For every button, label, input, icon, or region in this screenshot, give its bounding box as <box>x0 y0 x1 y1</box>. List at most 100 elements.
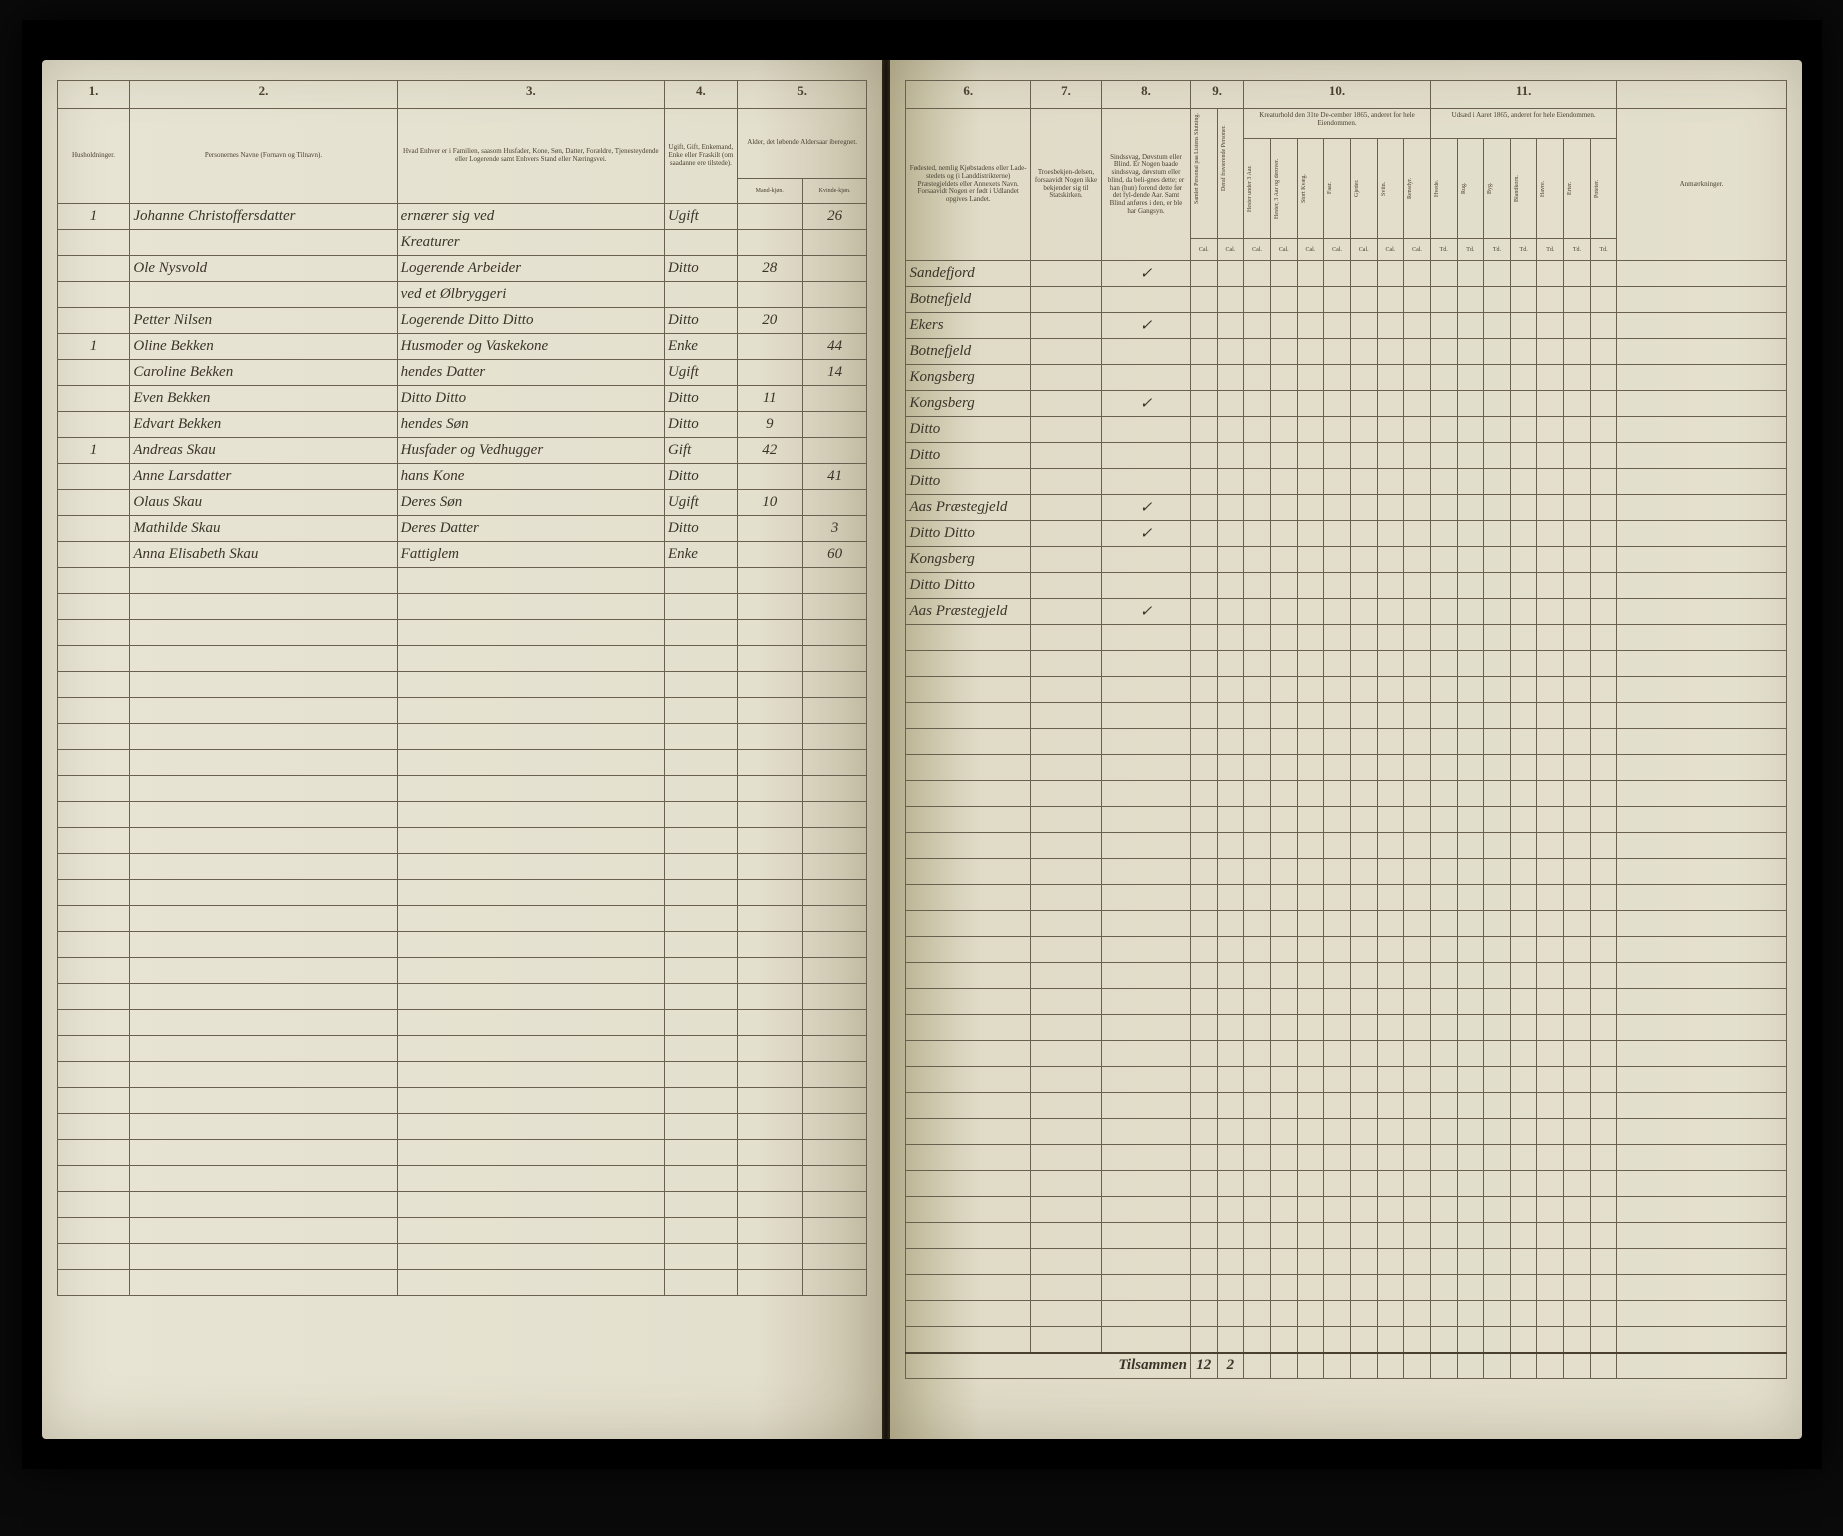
empty-row <box>906 755 1786 781</box>
cell-m <box>737 230 802 256</box>
empty-row <box>57 724 867 750</box>
cell <box>1102 417 1191 443</box>
cell <box>1030 599 1101 625</box>
livestock-seed-col: Gjeder. <box>1350 139 1377 239</box>
cell-hh <box>57 542 130 568</box>
cell-f: 14 <box>802 360 867 386</box>
table-row: Edvart Bekkenhendes SønDitto9 <box>57 412 867 438</box>
cell-stat: Ditto <box>664 464 737 490</box>
cell-name: Petter Nilsen <box>130 308 397 334</box>
cell-m <box>737 516 802 542</box>
cell: Ditto <box>906 443 1030 469</box>
cell-name <box>130 230 397 256</box>
cell-stat: Enke <box>664 334 737 360</box>
table-row: Aas Præstegjeld✓ <box>906 599 1786 625</box>
cell <box>1217 339 1244 365</box>
cell <box>1190 521 1217 547</box>
empty-row <box>906 781 1786 807</box>
cell <box>1217 391 1244 417</box>
cell <box>1217 365 1244 391</box>
livestock-seed-col: Blandkorn. <box>1510 139 1537 239</box>
empty-row <box>57 1140 867 1166</box>
cell <box>1190 547 1217 573</box>
cell <box>1217 599 1244 625</box>
cell: Ditto Ditto <box>906 573 1030 599</box>
empty-row <box>57 568 867 594</box>
cell-f <box>802 386 867 412</box>
livestock-seed-col: Rug. <box>1457 139 1484 239</box>
table-row: Petter NilsenLogerende Ditto DittoDitto2… <box>57 308 867 334</box>
cell-hh: 1 <box>57 334 130 360</box>
cell: Ditto Ditto <box>906 521 1030 547</box>
table-row: 1Andreas SkauHusfader og VedhuggerGift42 <box>57 438 867 464</box>
cell: Aas Præstegjeld <box>906 495 1030 521</box>
col-num-3: 3. <box>397 81 664 109</box>
cell <box>1217 417 1244 443</box>
cell-rel: ernærer sig ved <box>397 204 664 230</box>
cell <box>1030 339 1101 365</box>
cell-stat <box>664 230 737 256</box>
cell-f <box>802 490 867 516</box>
cell <box>1030 261 1101 287</box>
cell <box>1030 391 1101 417</box>
right-table-body: Sandefjord✓BotnefjeldEkers✓BotnefjeldKon… <box>906 261 1786 1379</box>
cell <box>1190 287 1217 313</box>
cell-m <box>737 334 802 360</box>
cell-m <box>737 282 802 308</box>
cell-m <box>737 360 802 386</box>
livestock-seed-col: Havre. <box>1537 139 1564 239</box>
cell-stat: Ditto <box>664 516 737 542</box>
cell <box>1190 469 1217 495</box>
cell-f <box>802 282 867 308</box>
cell-name: Olaus Skau <box>130 490 397 516</box>
cell: Ekers <box>906 313 1030 339</box>
cell-m <box>737 464 802 490</box>
cell-rel: Deres Datter <box>397 516 664 542</box>
left-page: 1. 2. 3. 4. 5. Husholdninger. Personerne… <box>42 60 883 1439</box>
livestock-seed-col: Stort Kvæg. <box>1297 139 1324 239</box>
table-row: Mathilde SkauDeres DatterDitto3 <box>57 516 867 542</box>
census-ledger-book: 1. 2. 3. 4. 5. Husholdninger. Personerne… <box>22 20 1822 1469</box>
table-row: Ole NysvoldLogerende ArbeiderDitto28 <box>57 256 867 282</box>
livestock-seed-col: Hester under 3 Aar. <box>1244 139 1271 239</box>
cell-m: 10 <box>737 490 802 516</box>
empty-row <box>57 906 867 932</box>
cell-stat <box>664 282 737 308</box>
table-row: 1Oline BekkenHusmoder og VaskekoneEnke44 <box>57 334 867 360</box>
cell-hh: 1 <box>57 204 130 230</box>
cell-rel: ved et Ølbryggeri <box>397 282 664 308</box>
cell-f: 41 <box>802 464 867 490</box>
livestock-seed-col: Hvede. <box>1430 139 1457 239</box>
cell-f <box>802 438 867 464</box>
header-status: Ugift, Gift, Enkemand, Enke eller Fraski… <box>664 109 737 204</box>
cell: ✓ <box>1102 391 1191 417</box>
empty-row <box>906 729 1786 755</box>
empty-row <box>57 776 867 802</box>
cell-stat: Ugift <box>664 204 737 230</box>
header-age: Alder, det løbende Aldersaar iberegnet. <box>737 109 867 179</box>
header-remarks: Anmærkninger. <box>1617 109 1786 261</box>
cell <box>1030 443 1101 469</box>
empty-row <box>906 989 1786 1015</box>
empty-row <box>906 1197 1786 1223</box>
unit-cal: Cal. <box>1190 239 1217 261</box>
cell-name: Caroline Bekken <box>130 360 397 386</box>
empty-row <box>57 958 867 984</box>
empty-row <box>57 1166 867 1192</box>
empty-row <box>57 984 867 1010</box>
col-num-5: 5. <box>737 81 867 109</box>
cell-rel: Husfader og Vedhugger <box>397 438 664 464</box>
cell-rel: Fattiglem <box>397 542 664 568</box>
empty-row <box>906 859 1786 885</box>
cell-name: Johanne Christoffersdatter <box>130 204 397 230</box>
empty-row <box>57 1036 867 1062</box>
empty-row <box>906 1327 1786 1353</box>
empty-row <box>57 854 867 880</box>
empty-row <box>906 625 1786 651</box>
table-row: Anne Larsdatterhans KoneDitto41 <box>57 464 867 490</box>
cell-rel: Logerende Arbeider <box>397 256 664 282</box>
cell <box>1102 547 1191 573</box>
header-seed: Udsæd i Aaret 1865, anderet for hele Eie… <box>1430 109 1617 139</box>
cell-rel: Ditto Ditto <box>397 386 664 412</box>
header-names: Personernes Navne (Fornavn og Tilnavn). <box>130 109 397 204</box>
